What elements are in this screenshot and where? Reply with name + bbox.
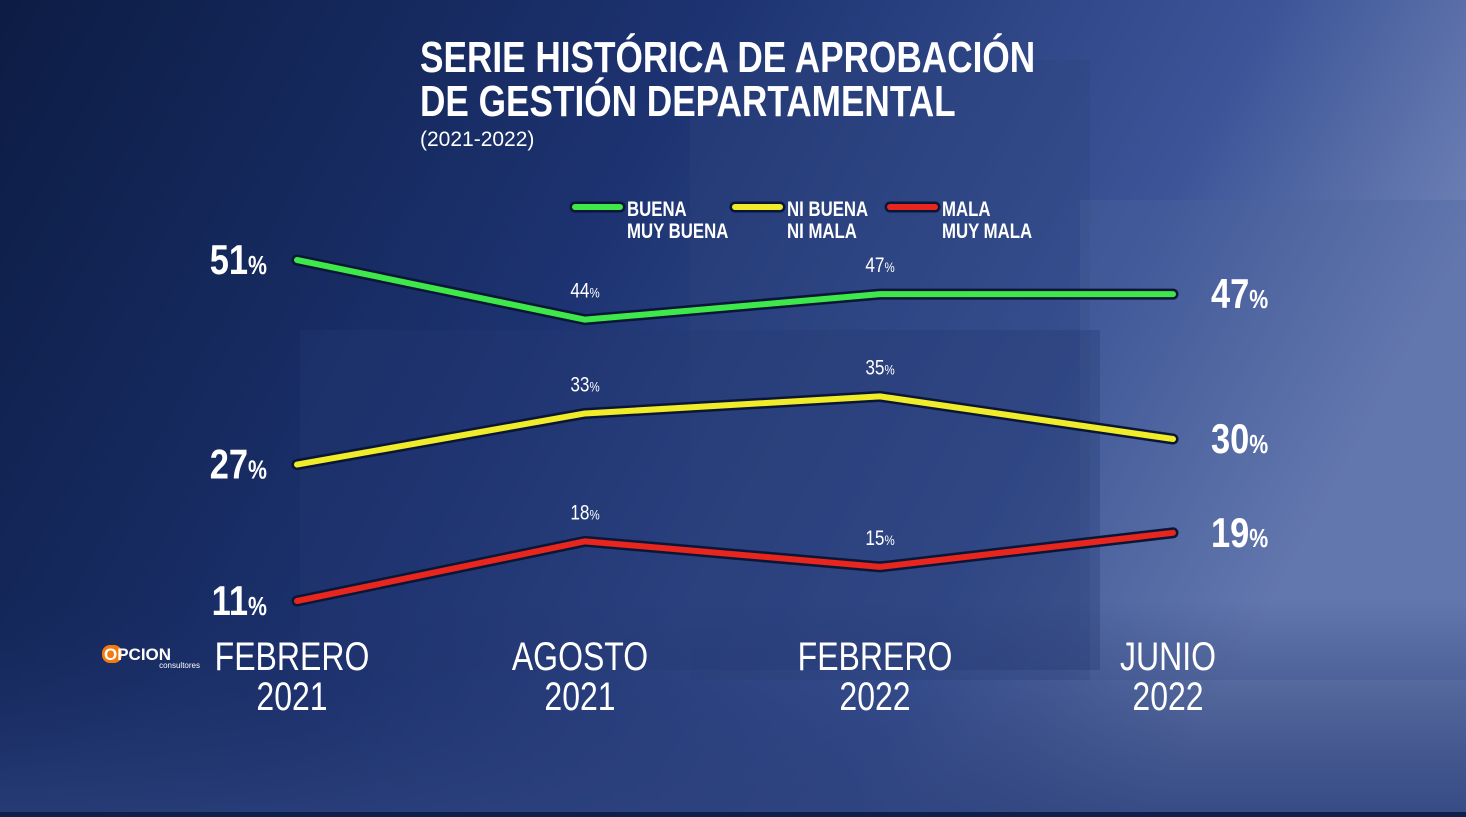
value-label: 33%: [570, 374, 599, 397]
logo: OPCION consultores: [102, 645, 200, 670]
chart-title: SERIE HISTÓRICA DE APROBACIÓN DE GESTIÓN …: [420, 31, 1035, 126]
value-label: 51%: [210, 237, 267, 284]
legend-group: MALA MUY MALA: [942, 198, 1032, 243]
value-label-group: 51%: [210, 237, 267, 284]
value-label: 18%: [570, 502, 599, 525]
value-label-group: 27%: [210, 441, 267, 488]
floor: [0, 600, 1466, 812]
value-label: 35%: [865, 357, 894, 380]
value-label: 47%: [865, 255, 894, 278]
value-label: 44%: [570, 280, 599, 303]
x-tick-label: FEBRERO 2021: [215, 634, 370, 719]
chart-subtitle: (2021-2022): [420, 128, 534, 151]
logo-mark: [102, 645, 122, 663]
value-label: 47%: [1211, 271, 1268, 318]
building: [690, 60, 1090, 680]
x-tick-label: JUNIO 2022: [1120, 634, 1216, 719]
series-line: [294, 257, 1176, 323]
legend-label: BUENA MUY BUENA: [627, 198, 729, 243]
x-label-group: JUNIO 2022: [1120, 634, 1216, 719]
series-line: [294, 529, 1176, 604]
value-label: 30%: [1211, 416, 1268, 463]
legend-label: NI BUENA NI MALA: [787, 198, 868, 243]
value-label-group: 19%: [1211, 510, 1268, 557]
x-label-group: FEBRERO 2021: [215, 634, 370, 719]
value-label-group: 30%: [1211, 416, 1268, 463]
value-label: 11%: [212, 578, 267, 625]
logo-name: OPCION: [104, 645, 171, 664]
logo-tagline: consultores: [159, 661, 200, 670]
value-label-group: 15%: [865, 527, 894, 550]
x-tick-label: FEBRERO 2022: [798, 634, 953, 719]
value-label: 19%: [1211, 510, 1268, 557]
series-line: [294, 393, 1176, 468]
value-label: 15%: [865, 527, 894, 550]
legend-group: NI BUENA NI MALA: [787, 198, 868, 243]
x-label-group: AGOSTO 2021: [512, 634, 648, 719]
value-label: 27%: [210, 441, 267, 488]
value-label-group: 18%: [570, 502, 599, 525]
title-group: SERIE HISTÓRICA DE APROBACIÓN DE GESTIÓN …: [420, 31, 1035, 126]
value-label-group: 44%: [570, 280, 599, 303]
x-tick-label: AGOSTO 2021: [512, 634, 648, 719]
x-label-group: FEBRERO 2022: [798, 634, 953, 719]
value-label-group: 35%: [865, 357, 894, 380]
value-label-group: 47%: [865, 255, 894, 278]
value-label-group: 11%: [212, 578, 267, 625]
value-label-group: 33%: [570, 374, 599, 397]
value-label-group: 47%: [1211, 271, 1268, 318]
legend-group: BUENA MUY BUENA: [627, 198, 729, 243]
legend-label: MALA MUY MALA: [942, 198, 1032, 243]
